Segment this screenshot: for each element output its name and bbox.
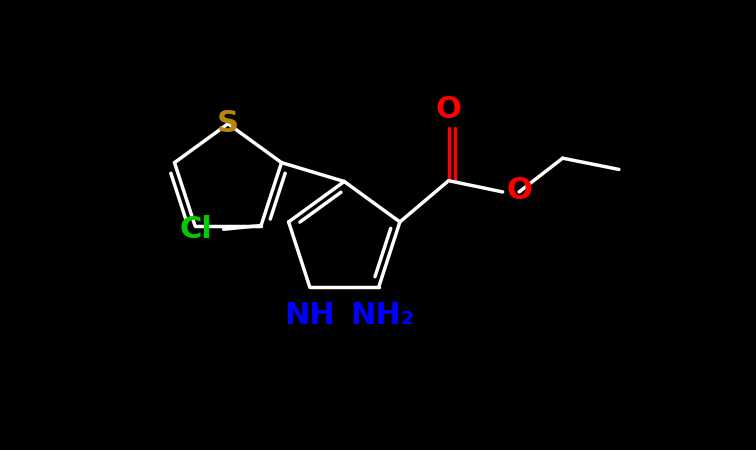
Text: O: O [435,95,462,124]
Text: S: S [217,109,239,138]
Text: NH: NH [284,301,335,330]
Text: Cl: Cl [179,215,212,244]
Text: O: O [507,176,532,205]
Text: NH₂: NH₂ [350,301,414,330]
